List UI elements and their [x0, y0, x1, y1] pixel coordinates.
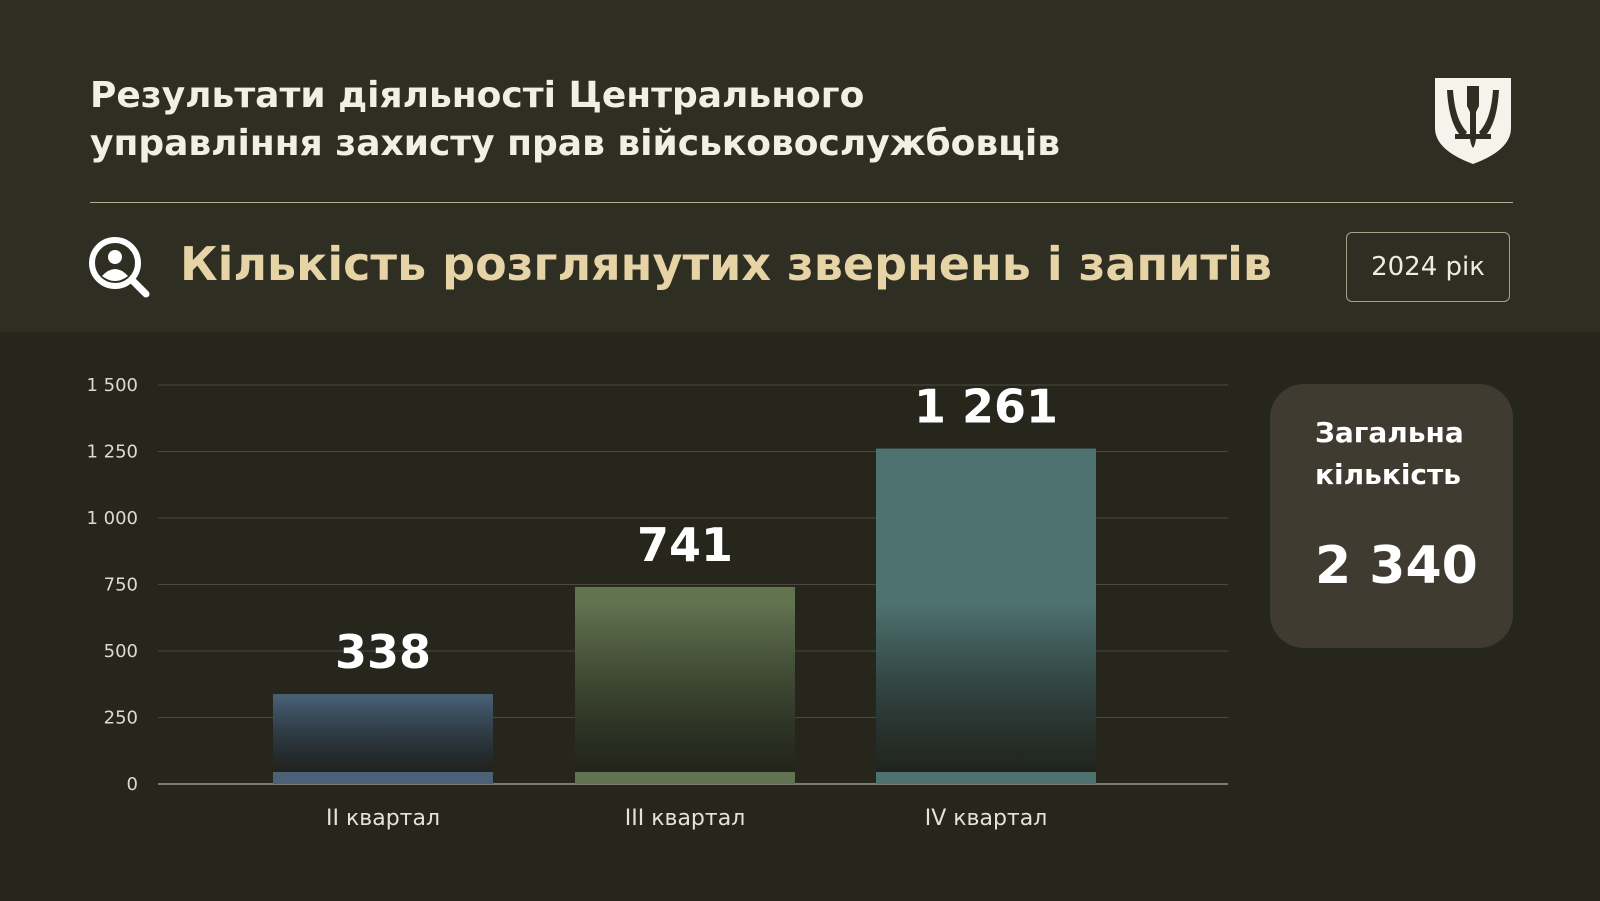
y-tick-label: 250 [104, 708, 138, 729]
bar-shade [876, 604, 1096, 772]
total-value: 2 340 [1315, 536, 1478, 596]
section-title: Кількість розглянутих звернень і запитів [180, 237, 1272, 291]
data-label: 741 [637, 518, 733, 572]
bar-base [273, 772, 493, 784]
bar-shade [575, 604, 795, 772]
year-badge: 2024 рік [1346, 232, 1510, 302]
data-label: 338 [335, 625, 431, 679]
x-tick-label: II квартал [326, 806, 440, 831]
total-card: Загальна кількість 2 340 [1270, 384, 1513, 648]
page-title-line-2: управління захисту прав військовослужбов… [90, 123, 1060, 164]
bar-base [575, 772, 795, 784]
y-tick-label: 0 [127, 774, 138, 795]
y-tick-label: 500 [104, 641, 138, 662]
y-tick-label: 750 [104, 575, 138, 596]
x-tick-label: III квартал [625, 806, 746, 831]
y-tick-label: 1 000 [86, 508, 138, 529]
header-panel [0, 0, 1600, 332]
x-tick-label: IV квартал [925, 806, 1048, 831]
bar-shade [273, 694, 493, 772]
trident-shield-icon [1435, 78, 1511, 164]
y-tick-label: 1 250 [86, 442, 138, 463]
total-label: Загальна кількість [1315, 416, 1464, 491]
bar-base [876, 772, 1096, 784]
page-title-line-1: Результати діяльності Центрального [90, 75, 865, 116]
data-label: 1 261 [914, 380, 1058, 434]
header-divider [90, 202, 1513, 203]
page-title: Результати діяльності Центрального управ… [90, 72, 1290, 168]
y-tick-label: 1 500 [86, 375, 138, 396]
search-person-icon [89, 237, 150, 298]
